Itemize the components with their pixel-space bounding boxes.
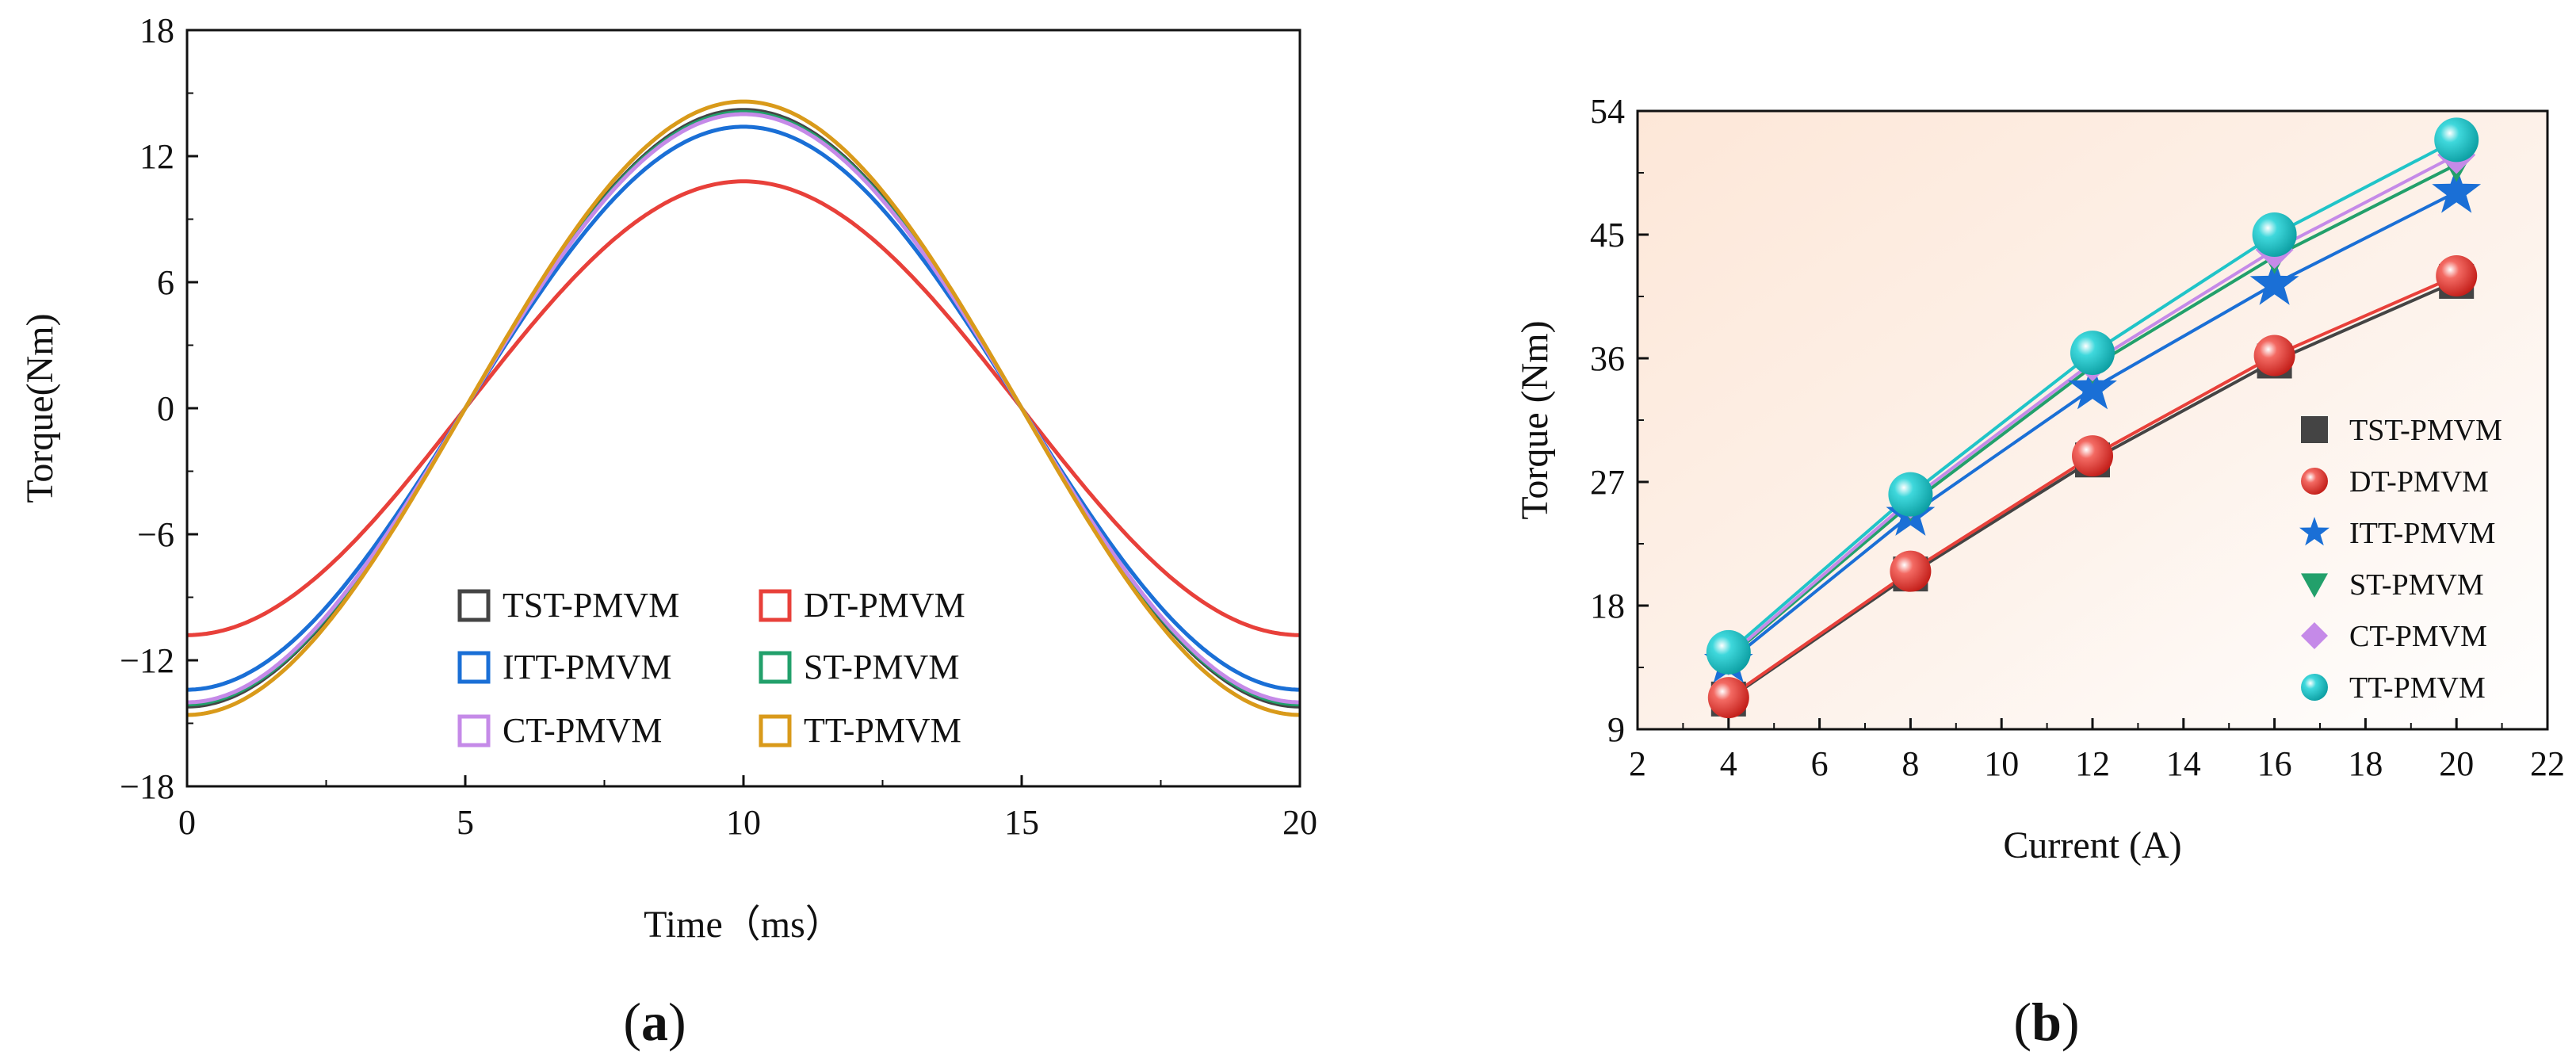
legend-label-dt-pmvm: DT-PMVM [804,586,965,625]
y-tick-label-b: 9 [1607,710,1625,749]
panel-a: 0 5 10 15 20 −18 −12 −6 0 6 12 18 Time（ms） Torque(N… [19,11,1317,1052]
legend-swatch-ct-pmvm [457,714,491,747]
x-tick-label-b: 20 [2439,744,2474,783]
legend-label-tt-pmvm: TT-PMVM [2349,671,2486,705]
legend-b: TST-PMVM DT-PMVM ITT-PMVM ST-PMVM CT-PMVM TT-… [2299,414,2502,705]
data-point-dt-pmvm [1707,677,1749,719]
y-tick-label-b: 36 [1590,339,1625,378]
data-point-dt-pmvm [1890,550,1932,592]
y-tick-label-b: 18 [1590,587,1625,625]
legend-label-tst-pmvm: TST-PMVM [2349,414,2502,447]
x-tick-label-b: 12 [2075,744,2110,783]
panel-label-close-paren: ) [668,992,686,1052]
series-line-dt-pmvm [187,179,1300,637]
series-line-itt-pmvm [187,124,1300,692]
data-point-tt-pmvm [2434,117,2479,162]
legend-swatch-tt-pmvm [759,714,792,747]
series-lines-a [187,99,1300,717]
legend-swatch-itt-pmvm [457,651,491,684]
panel-letter-b: b [2031,992,2062,1052]
x-tick-label-b: 4 [1720,744,1737,783]
panel-label-close-paren: ) [2062,992,2080,1052]
series-markers-b [1703,117,2482,719]
legend-label-itt-pmvm: ITT-PMVM [503,648,672,686]
legend-a: TST-PMVM DT-PMVM ITT-PMVM ST-PMVM CT-PMVM TT-… [457,586,965,750]
legend-label-st-pmvm: ST-PMVM [2349,568,2484,602]
x-tick-label-b: 6 [1811,744,1829,783]
legend-label-ct-pmvm: CT-PMVM [2349,620,2487,653]
x-tick-label-a: 20 [1282,803,1317,842]
legend-marker-st-pmvm [2301,573,2328,598]
x-tick-label-b: 8 [1901,744,1919,783]
y-tick-label-a: 12 [140,137,174,176]
y-tick-label-b: 45 [1590,216,1625,254]
ticks-a: 0 5 10 15 20 −18 −12 −6 0 6 12 18 [120,11,1317,842]
legend-marker-itt-pmvm [2299,517,2329,546]
legend-label-tst-pmvm: TST-PMVM [503,586,679,625]
legend-label-st-pmvm: ST-PMVM [804,648,959,686]
data-point-itt-pmvm [2249,258,2299,305]
x-axis-title-a: Time（ms） [644,904,843,946]
y-tick-label-a: 18 [140,11,174,50]
legend-marker-tt-pmvm [2301,674,2328,701]
data-point-tt-pmvm [1706,629,1751,675]
x-axis-title-b: Current (A) [2003,824,2181,866]
legend-label-itt-pmvm: ITT-PMVM [2349,517,2495,550]
panel-letter-a: a [641,992,668,1052]
legend-swatch-dt-pmvm [759,589,792,622]
x-tick-label-b: 18 [2348,744,2383,783]
y-axis-title-b: Torque (Nm) [1514,320,1556,519]
x-tick-label-a: 5 [457,803,474,842]
series-line-tt-pmvm [187,99,1300,717]
y-axis-title-a: Torque(Nm) [19,313,61,503]
x-tick-label-b: 10 [1984,744,2019,783]
y-tick-label-a: 0 [157,389,174,428]
panel-label-open-paren: ( [2013,992,2031,1052]
panel-b: 2 4 6 8 10 12 14 16 18 20 22 9 18 27 36 45 54 Current (A… [1514,92,2565,1052]
series-line-ct-pmvm [187,112,1300,705]
panel-label-b: (b) [2013,992,2079,1052]
legend-label-ct-pmvm: CT-PMVM [503,711,662,750]
x-tick-label-a: 15 [1004,803,1039,842]
legend-label-tt-pmvm: TT-PMVM [804,711,961,750]
panel-label-open-paren: ( [623,992,641,1052]
legend-swatch-st-pmvm [759,651,792,684]
x-tick-label-b: 2 [1629,744,1646,783]
data-point-dt-pmvm [2436,255,2478,296]
data-point-tt-pmvm [1888,472,1933,517]
data-point-tt-pmvm [2070,331,2115,376]
x-tick-label-b: 16 [2257,744,2292,783]
y-tick-label-a: 6 [157,263,174,302]
ticks-b: 2 4 6 8 10 12 14 16 18 20 22 9 18 27 36 45 54 [1590,92,2565,783]
y-tick-label-a: −18 [120,767,174,806]
data-point-itt-pmvm [2068,362,2117,410]
legend-label-dt-pmvm: DT-PMVM [2349,465,2489,499]
legend-swatch-tst-pmvm [457,589,491,622]
y-tick-label-b: 54 [1590,92,1625,131]
data-point-dt-pmvm [2253,335,2295,377]
data-point-dt-pmvm [2072,435,2113,477]
x-tick-label-b: 22 [2530,744,2565,783]
y-tick-label-a: −12 [120,641,174,680]
x-tick-label-a: 0 [178,803,196,842]
plot-area-a [187,30,1300,786]
data-point-tt-pmvm [2252,212,2297,257]
plot-area-b [1638,111,2547,729]
y-tick-label-a: −6 [137,515,174,554]
data-point-itt-pmvm [2432,166,2482,213]
panel-label-a: (a) [623,992,686,1052]
x-tick-label-a: 10 [726,803,761,842]
legend-marker-dt-pmvm [2301,468,2328,495]
legend-marker-ct-pmvm [2301,622,2328,649]
x-tick-label-b: 14 [2166,744,2201,783]
y-tick-label-b: 27 [1590,463,1625,502]
legend-marker-tst-pmvm [2301,416,2328,443]
